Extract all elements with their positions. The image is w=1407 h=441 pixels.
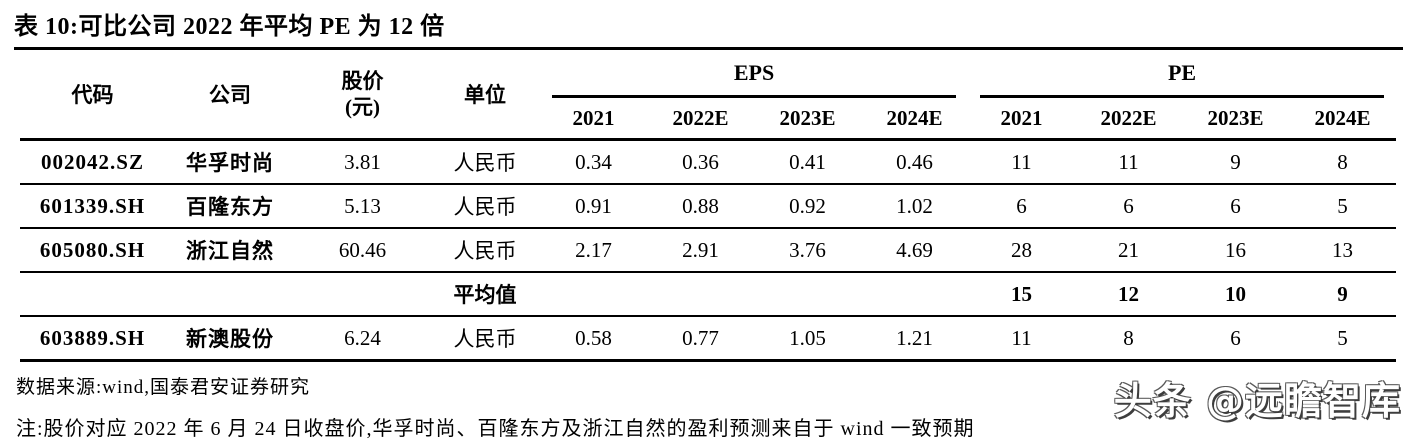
cell-pe-2022e: 21 (1075, 228, 1183, 273)
group-header-row: 代码 公司 股价 (元) 单位 EPS PE (20, 50, 1396, 141)
col-header-company: 公司 (165, 50, 295, 141)
year-header-pe-2023e: 2023E (1182, 98, 1290, 141)
cell-pe-2021: 11 (968, 139, 1076, 185)
cell-code: 605080.SH (20, 228, 165, 273)
year-header-eps-2024e: 2024E (861, 98, 969, 141)
year-header-pe-2024e: 2024E (1289, 98, 1397, 141)
table-row: 603889.SH 新澳股份 6.24 人民币 0.58 0.77 1.05 1.21 11 8 6… (20, 316, 1397, 362)
year-header-pe-2022e: 2022E (1075, 98, 1183, 141)
year-header-eps-2022e: 2022E (647, 98, 754, 141)
cell-pe-2021: 6 (968, 184, 1076, 229)
table-row: 002042.SZ 华孚时尚 3.81 人民币 0.34 0.36 0.41 0.46 11 11… (20, 139, 1397, 185)
cell-pe-2023e: 9 (1182, 139, 1290, 185)
year-header-eps-2021: 2021 (540, 98, 647, 141)
cell-eps-2021 (540, 272, 647, 317)
cell-unit: 人民币 (430, 139, 540, 185)
cell-unit: 人民币 (430, 228, 540, 273)
cell-price: 60.46 (295, 228, 430, 273)
title-divider (14, 47, 1403, 50)
cell-company: 浙江自然 (165, 228, 295, 273)
price-header-line2: (元) (345, 95, 380, 119)
cell-pe-2023e: 10 (1182, 272, 1290, 317)
eps-group-header: EPS (540, 50, 968, 98)
cell-price: 6.24 (295, 316, 430, 362)
cell-pe-2021: 15 (968, 272, 1076, 317)
cell-eps-2022e: 0.36 (647, 139, 754, 185)
cell-pe-2022e: 8 (1075, 316, 1183, 362)
cell-eps-2024e: 4.69 (861, 228, 969, 273)
cell-code (20, 272, 165, 317)
watermark: 头条 @远瞻智库 (1113, 379, 1401, 423)
cell-price: 3.81 (295, 139, 430, 185)
table-body: 002042.SZ 华孚时尚 3.81 人民币 0.34 0.36 0.41 0.46 11 11… (20, 139, 1397, 362)
cell-eps-2024e: 0.46 (861, 139, 969, 185)
cell-eps-2023e (754, 272, 861, 317)
col-header-code: 代码 (20, 50, 165, 141)
cell-eps-2022e (647, 272, 754, 317)
cell-pe-2024e: 5 (1289, 184, 1397, 229)
cell-eps-2021: 0.34 (540, 139, 647, 185)
cell-company: 新澳股份 (165, 316, 295, 362)
table-row: 601339.SH 百隆东方 5.13 人民币 0.91 0.88 0.92 1.02 6 6 6 5 (20, 184, 1397, 229)
cell-eps-2024e (861, 272, 969, 317)
col-header-price: 股价 (元) (295, 50, 430, 141)
cell-eps-2023e: 0.92 (754, 184, 861, 229)
cell-unit: 平均值 (430, 272, 540, 317)
table-row: 605080.SH 浙江自然 60.46 人民币 2.17 2.91 3.76 4.69 28 2… (20, 228, 1397, 273)
year-header-eps-2023e: 2023E (754, 98, 861, 141)
cell-eps-2022e: 2.91 (647, 228, 754, 273)
cell-eps-2022e: 0.77 (647, 316, 754, 362)
cell-eps-2023e: 3.76 (754, 228, 861, 273)
cell-eps-2021: 0.91 (540, 184, 647, 229)
cell-pe-2023e: 6 (1182, 316, 1290, 362)
cell-pe-2022e: 12 (1075, 272, 1183, 317)
cell-eps-2022e: 0.88 (647, 184, 754, 229)
cell-eps-2023e: 1.05 (754, 316, 861, 362)
page-title: 表 10:可比公司 2022 年平均 PE 为 12 倍 (14, 14, 445, 40)
cell-code: 601339.SH (20, 184, 165, 229)
pe-group-header: PE (968, 50, 1396, 98)
year-header-pe-2021: 2021 (968, 98, 1076, 141)
cell-pe-2021: 28 (968, 228, 1076, 273)
eps-group-label: EPS (733, 59, 775, 85)
cell-pe-2024e: 9 (1289, 272, 1397, 317)
cell-pe-2024e: 5 (1289, 316, 1397, 362)
cell-unit: 人民币 (430, 316, 540, 362)
cell-eps-2024e: 1.21 (861, 316, 969, 362)
cell-pe-2023e: 6 (1182, 184, 1290, 229)
cell-eps-2024e: 1.02 (861, 184, 969, 229)
cell-pe-2022e: 11 (1075, 139, 1183, 185)
table-header: 代码 公司 股价 (元) 单位 EPS PE 2021 2022E 2023E 202… (20, 50, 1397, 141)
data-source: 数据来源:wind,国泰君安证券研究 (16, 377, 311, 398)
cell-pe-2023e: 16 (1182, 228, 1290, 273)
cell-eps-2021: 2.17 (540, 228, 647, 273)
cell-company: 华孚时尚 (165, 139, 295, 185)
cell-unit: 人民币 (430, 184, 540, 229)
cell-company (165, 272, 295, 317)
cell-eps-2023e: 0.41 (754, 139, 861, 185)
cell-company: 百隆东方 (165, 184, 295, 229)
col-header-unit: 单位 (430, 50, 540, 141)
comparable-companies-table: 代码 公司 股价 (元) 单位 EPS PE 2021 2022E 2023E 202… (20, 50, 1397, 362)
price-header-line1: 股价 (341, 68, 384, 93)
cell-price (295, 272, 430, 317)
cell-code: 603889.SH (20, 316, 165, 362)
cell-code: 002042.SZ (20, 139, 165, 185)
cell-pe-2021: 11 (968, 316, 1076, 362)
cell-price: 5.13 (295, 184, 430, 229)
cell-pe-2022e: 6 (1075, 184, 1183, 229)
pe-group-label: PE (1167, 59, 1197, 85)
cell-pe-2024e: 8 (1289, 139, 1397, 185)
cell-eps-2021: 0.58 (540, 316, 647, 362)
year-header-row: 2021 2022E 2023E 2024E 2021 2022E 2023E 2024E (20, 98, 1397, 141)
table-row: 平均值 15 12 10 9 (20, 272, 1397, 317)
cell-pe-2024e: 13 (1289, 228, 1397, 273)
